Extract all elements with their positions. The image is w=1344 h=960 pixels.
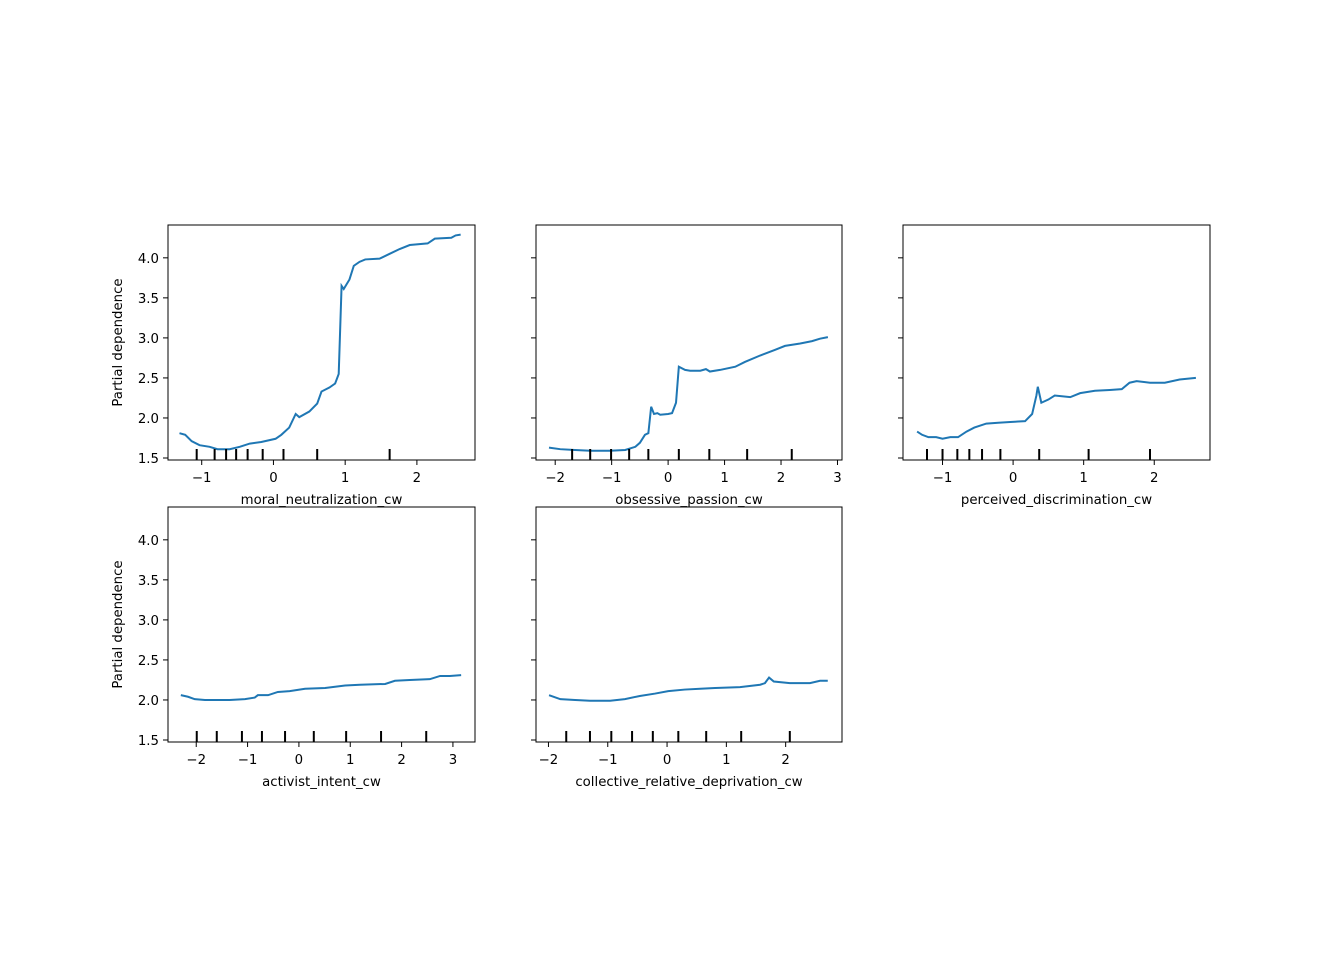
subplot: −2 −1 0 1 2 collective_relative_deprivation_c… xyxy=(531,506,843,790)
x-tick-label: 3 xyxy=(833,471,841,486)
y-tick-label: 1.5 xyxy=(138,452,159,467)
x-tick-label: 1 xyxy=(720,471,728,486)
x-tick-label: 3 xyxy=(449,753,457,768)
x-tick-label: −1 xyxy=(602,471,622,486)
x-tick-label: 0 xyxy=(1009,471,1017,486)
y-tick-label: 4.0 xyxy=(138,252,159,267)
axes-frame xyxy=(535,506,843,743)
y-tick-label: 2.0 xyxy=(138,412,159,427)
x-axis-label: obsessive_passion_cw xyxy=(615,493,763,508)
x-tick-label: 1 xyxy=(722,753,730,768)
x-tick-label: 2 xyxy=(1150,471,1158,486)
pd-line xyxy=(180,674,462,701)
x-tick-label: 2 xyxy=(413,471,421,486)
y-tick-label: 3.5 xyxy=(138,292,159,307)
axes-frame xyxy=(167,506,476,743)
x-tick-label: −1 xyxy=(598,753,618,768)
x-tick-label: 2 xyxy=(781,753,789,768)
subplot: −1 0 1 2 perceived_discrimination_cw xyxy=(898,224,1211,508)
x-tick-label: 0 xyxy=(295,753,303,768)
y-axis-label: Partial dependence xyxy=(111,278,126,406)
x-tick-label: −2 xyxy=(186,753,206,768)
pd-line xyxy=(548,676,828,702)
x-tick-label: 0 xyxy=(663,753,671,768)
y-tick-label: 3.5 xyxy=(138,574,159,589)
y-tick-label: 4.0 xyxy=(138,534,159,549)
y-tick-label: 2.0 xyxy=(138,694,159,709)
subplot: −1 0 1 2 1.5 2.0 2.5 3.0 3.5 4.0 moral_neutralizat… xyxy=(111,224,476,508)
subplot: −2 −1 0 1 2 3 1.5 2.0 2.5 3.0 3.5 4.0 activist_inten… xyxy=(111,506,476,790)
pd-line xyxy=(916,376,1196,440)
x-tick-label: −1 xyxy=(192,471,212,486)
y-tick-label: 3.0 xyxy=(138,614,159,629)
x-tick-label: −1 xyxy=(933,471,953,486)
y-tick-label: 1.5 xyxy=(138,734,159,749)
x-tick-label: 1 xyxy=(341,471,349,486)
x-tick-label: 0 xyxy=(664,471,672,486)
x-tick-label: 1 xyxy=(1079,471,1087,486)
x-tick-label: −2 xyxy=(545,471,565,486)
x-tick-label: −1 xyxy=(238,753,258,768)
y-tick-label: 3.0 xyxy=(138,332,159,347)
x-axis-label: collective_relative_deprivation_cw xyxy=(575,775,802,790)
y-axis-label: Partial dependence xyxy=(111,560,126,688)
subplot: −2 −1 0 1 2 3 obsessive_passion_cw xyxy=(531,224,843,508)
axes-frame xyxy=(902,224,1211,461)
x-axis-label: moral_neutralization_cw xyxy=(241,493,403,508)
x-tick-label: 2 xyxy=(777,471,785,486)
x-tick-label: 2 xyxy=(397,753,405,768)
axes-frame xyxy=(167,224,476,461)
x-axis-label: activist_intent_cw xyxy=(262,775,381,790)
x-axis-label: perceived_discrimination_cw xyxy=(961,493,1152,508)
x-tick-label: 0 xyxy=(269,471,277,486)
y-tick-label: 2.5 xyxy=(138,654,159,669)
y-tick-label: 2.5 xyxy=(138,372,159,387)
axes-frame xyxy=(535,224,843,461)
pd-line xyxy=(548,336,829,452)
x-tick-label: −2 xyxy=(539,753,559,768)
x-tick-label: 1 xyxy=(346,753,354,768)
pd-line xyxy=(179,233,461,451)
